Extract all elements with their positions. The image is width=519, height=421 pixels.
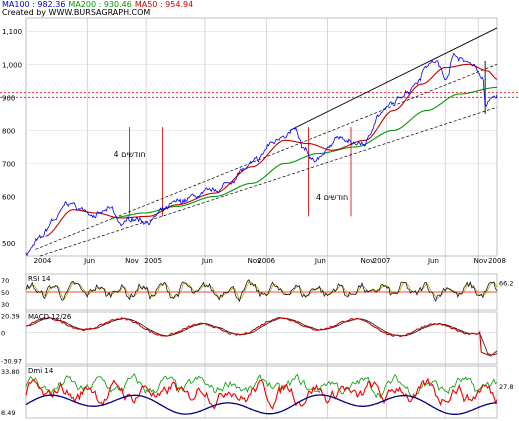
annotation-1: 4 חודשים — [316, 193, 348, 202]
macd-y-tick-label: 0 — [1, 329, 5, 337]
ma100-legend: MA100 : 982.36 — [2, 0, 66, 9]
x-tick-label: 2005 — [144, 257, 162, 265]
ma50-line — [45, 63, 498, 237]
ma200-legend: MA200 : 930.46 — [68, 0, 132, 9]
x-tick-label: Jun — [201, 257, 213, 265]
dmi-panel — [25, 373, 498, 415]
y-tick-label: 700 — [2, 160, 15, 168]
y-tick-label: 800 — [2, 127, 15, 135]
y-tick-label: 900 — [2, 94, 15, 102]
rsi-line — [25, 279, 498, 303]
x-tick-label: Jun — [83, 257, 95, 265]
rsi-y-tick-label: 50 — [1, 289, 9, 297]
dmi-last-value: 27.8 — [499, 383, 513, 391]
macd-signal-line — [25, 317, 498, 356]
y-tick-label: 1,100 — [2, 28, 22, 36]
x-tick-label: Jun — [314, 257, 326, 265]
dmi-label: Dmi 14 — [28, 367, 54, 375]
upper-trendline — [289, 27, 498, 131]
macd-frame — [25, 311, 498, 365]
dmi-y-tick-label: 33.80 — [1, 368, 20, 376]
rsi-panel — [25, 279, 498, 303]
x-tick-label: 2006 — [257, 257, 275, 265]
x-tick-label: 2008 — [488, 257, 506, 265]
x-tick-label: Nov — [361, 257, 375, 265]
y-tick-label: 600 — [2, 194, 15, 202]
rsi-label: RSI 14 — [28, 275, 51, 283]
y-tick-label: 1,000 — [2, 61, 22, 69]
lower-trendline-1 — [40, 106, 498, 257]
y-tick-label: 500 — [2, 240, 15, 248]
dmi-frame — [25, 365, 498, 419]
adx-line — [25, 394, 497, 415]
x-tick-label: Nov — [474, 257, 488, 265]
dmi-y-tick-label: 8.49 — [1, 409, 15, 417]
x-tick-label: 2004 — [34, 257, 52, 265]
macd-y-tick-label: -30.97 — [1, 357, 22, 365]
x-tick-label: Nov — [125, 257, 139, 265]
macd-panel — [25, 317, 498, 357]
annotation-0: 4 חודשים — [114, 150, 146, 159]
macd-label: MACD 12/26 — [28, 313, 72, 321]
rsi-y-tick-label: 70 — [1, 277, 9, 285]
ma200-line — [111, 86, 497, 219]
price-line — [25, 52, 498, 257]
ma50-legend: MA50 : 954.94 — [134, 0, 194, 9]
dmi-minus-line — [25, 377, 498, 410]
x-tick-label: 2007 — [373, 257, 391, 265]
grid-layer — [25, 17, 498, 419]
main-price-panel: 4 חודשים 4 חודשים — [0, 27, 519, 257]
dmi-plus-line — [25, 373, 498, 399]
ma-legend: MA100 : 982.36 MA200 : 930.46 MA50 : 954.9… — [2, 0, 196, 9]
credit-text: Created by WWW.BURSAGRAPH.COM — [2, 8, 151, 17]
x-tick-label: Jun — [427, 257, 439, 265]
rsi-last-value: 66.2 — [499, 279, 513, 287]
x-tick-label: Nov — [248, 257, 262, 265]
main-frame — [25, 17, 498, 257]
macd-line — [25, 317, 498, 357]
macd-y-tick-label: 20.39 — [1, 313, 20, 321]
rsi-y-tick-label: 30 — [1, 301, 9, 309]
